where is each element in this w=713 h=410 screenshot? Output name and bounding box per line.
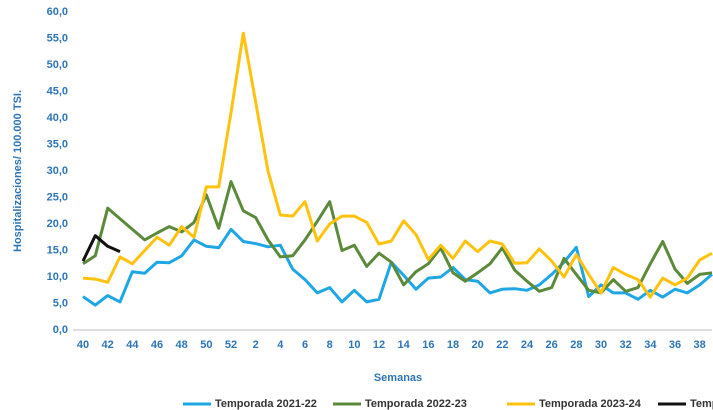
x-tick-label: 36 [669,339,681,351]
x-tick-label: 46 [151,339,163,351]
y-tick-label: 30,0 [47,165,68,177]
y-tick-label: 45,0 [47,85,68,97]
y-tick-label: 40,0 [47,112,68,124]
y-tick-label: 5,0 [53,297,68,309]
x-tick-label: 26 [546,339,558,351]
series-line [82,31,713,299]
x-tick-label: 50 [200,339,212,351]
x-tick-label: 38 [694,339,706,351]
y-tick-label: 15,0 [47,244,68,256]
x-tick-label: 6 [302,339,308,351]
x-tick-label: 28 [570,339,582,351]
x-tick-label: 24 [521,339,534,351]
x-tick-label: 44 [126,339,139,351]
series-line [82,180,713,295]
y-tick-label: 25,0 [47,191,68,203]
x-axis-title: Semanas [374,372,422,384]
x-tick-label: 42 [102,339,114,351]
y-tick-label: 60,0 [47,6,68,18]
x-tick-label: 30 [595,339,607,351]
y-tick-label: 50,0 [47,59,68,71]
y-tick-label: 35,0 [47,138,68,150]
x-tick-label: 52 [225,339,237,351]
legend-label: Temporada 2022-23 [365,398,467,410]
x-tick-label: 12 [373,339,385,351]
x-tick-label: 32 [620,339,632,351]
y-tick-label: 20,0 [47,218,68,230]
y-tick-label: 55,0 [47,32,68,44]
legend-label: Temporada 2021-22 [215,398,317,410]
series-line [81,234,121,262]
y-tick-label: 10,0 [47,271,68,283]
x-tick-label: 2 [253,339,259,351]
legend-label: Temporad [690,398,713,410]
series-line [82,227,713,307]
x-tick-label: 10 [348,339,360,351]
y-tick-label: 0,0 [53,324,68,336]
legend-label: Temporada 2023-24 [539,398,642,410]
x-tick-label: 18 [447,339,459,351]
y-axis-title: Hospitalizaciones/ 100.000 TSI. [12,90,24,252]
x-tick-label: 16 [422,339,434,351]
x-tick-label: 14 [398,339,411,351]
x-tick-label: 40 [77,339,89,351]
x-tick-label: 22 [496,339,508,351]
x-tick-label: 8 [327,339,333,351]
x-tick-label: 4 [277,339,284,351]
x-tick-label: 48 [176,339,188,351]
x-tick-label: 34 [644,339,657,351]
x-tick-label: 20 [472,339,484,351]
